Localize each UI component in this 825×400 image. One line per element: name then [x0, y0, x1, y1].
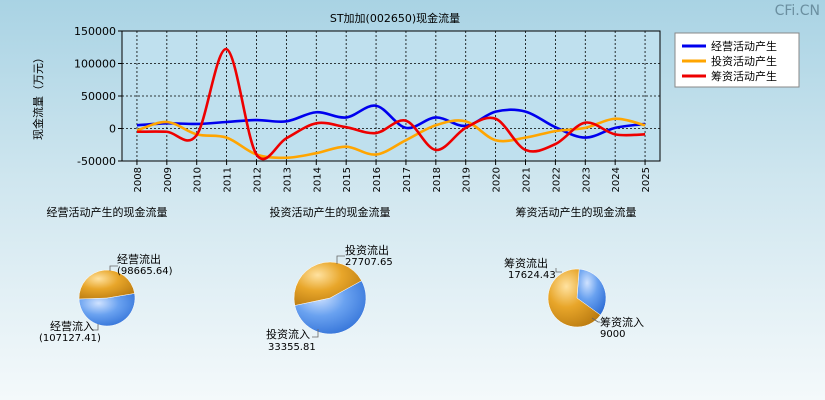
leader-line-operating-inflow: [92, 324, 99, 331]
series-operating-line: [136, 104, 646, 139]
x-tick-label: 2008: [133, 167, 144, 192]
pie-label-operating-inflow: 经营流入: [50, 319, 94, 333]
x-tick-label: 2017: [402, 167, 413, 192]
pie-value-financing-inflow: 9000: [600, 329, 625, 340]
y-tick-label: 0: [109, 123, 116, 136]
x-tick-label: 2012: [253, 167, 264, 192]
legend: 经营活动产生 投资活动产生 筹资活动产生: [674, 32, 800, 88]
pie-title-investing: 投资活动产生的现金流量: [270, 205, 391, 219]
pie-label-financing-outflow: 筹资流出: [504, 256, 548, 270]
x-tick-label: 2022: [551, 167, 562, 192]
x-tick-label: 2015: [342, 167, 353, 192]
pie-label-investing-inflow: 投资流入: [266, 327, 310, 341]
x-tick-label: 2014: [312, 167, 323, 192]
y-tick-label: 50000: [81, 90, 116, 103]
leader-line-investing-inflow: [312, 329, 319, 338]
x-tick-label: 2011: [223, 167, 234, 192]
leader-line-investing-outflow: [336, 255, 345, 264]
series-investing-line: [136, 117, 646, 160]
pie-label-financing-inflow: 筹资流入: [600, 315, 644, 329]
legend-label-financing: 筹资活动产生: [711, 69, 777, 83]
leader-line-financing-inflow: [591, 317, 600, 323]
legend-label-operating: 经营活动产生: [711, 39, 777, 53]
x-tick-label: 2025: [641, 167, 652, 192]
pie-label-investing-outflow: 投资流出: [345, 243, 389, 257]
pie-value-operating-outflow: (98665.64): [117, 266, 173, 277]
y-tick-label: 150000: [74, 25, 116, 38]
pie-financing: 筹资流出 17624.43 筹资流入 9000: [504, 256, 644, 340]
y-axis-label: 现金流量（万元）: [31, 52, 45, 140]
series-lines: [136, 47, 646, 161]
watermark: CFi.CN: [775, 3, 820, 19]
y-axis: -50000 0 50000 100000 150000: [74, 25, 122, 168]
pie-operating: 经营流出 (98665.64) 经营流入 (107127.41): [39, 252, 173, 344]
x-tick-label: 2010: [193, 167, 204, 192]
x-tick-label: 2021: [522, 167, 533, 192]
x-tick-label: 2024: [611, 167, 622, 192]
series-financing-line: [136, 47, 646, 161]
pie-title-operating: 经营活动产生的现金流量: [47, 205, 168, 219]
pie-investing: 投资流出 27707.65 投资流入 33355.81: [266, 243, 393, 353]
x-tick-label: 2009: [163, 167, 174, 192]
chart-title: ST加加(002650)现金流量: [330, 11, 460, 25]
y-tick-label: 100000: [74, 58, 116, 71]
pie-label-operating-outflow: 经营流出: [117, 252, 161, 266]
pie-title-financing: 筹资活动产生的现金流量: [516, 205, 637, 219]
pie-slice-investing-outflow: [293, 261, 362, 306]
leader-line-financing-outflow: [555, 268, 562, 273]
x-tick-label: 2013: [282, 167, 293, 192]
x-tick-label: 2016: [372, 167, 383, 192]
pie-value-investing-inflow: 33355.81: [268, 342, 316, 353]
pie-slice-operating-outflow: [78, 269, 135, 300]
pie-value-financing-outflow: 17624.43: [508, 270, 556, 281]
pie-value-operating-inflow: (107127.41): [39, 333, 101, 344]
pie-value-investing-outflow: 27707.65: [345, 257, 393, 268]
x-tick-label: 2020: [492, 167, 503, 192]
pie-slice-financing-outflow: [547, 268, 601, 328]
legend-label-investing: 投资活动产生: [711, 54, 777, 68]
pie-slice-operating-inflow: [78, 293, 136, 327]
leader-line-operating-outflow: [109, 265, 118, 271]
x-tick-label: 2019: [462, 167, 473, 192]
x-tick-label: 2023: [581, 167, 592, 192]
x-axis: 2008 2009 2010 2011 2012 2013 2014 2015 2016 2017…: [133, 161, 652, 192]
y-tick-label: -50000: [77, 155, 116, 168]
x-tick-label: 2018: [432, 167, 443, 192]
pie-slice-financing-inflow: [576, 268, 607, 316]
pie-slice-investing-inflow: [294, 280, 367, 335]
